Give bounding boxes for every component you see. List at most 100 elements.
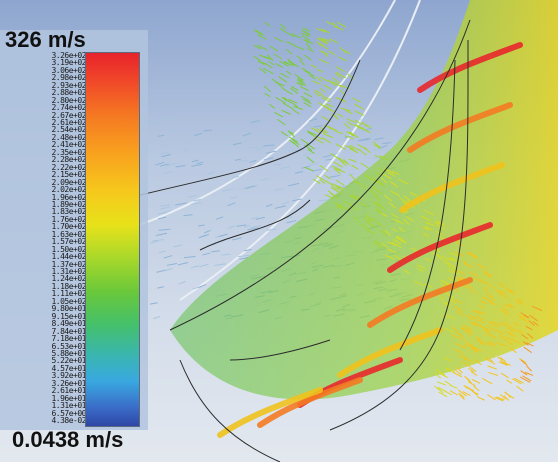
vector-glyph (319, 58, 329, 64)
colorbar-tick-label: 1.50e+02 (51, 245, 86, 254)
vector-glyph (299, 86, 309, 91)
vector-glyph (380, 212, 388, 217)
vector-glyph (381, 242, 389, 248)
vector-glyph (214, 263, 226, 267)
vector-glyph (353, 216, 361, 223)
colorbar-tick-label: 1.31e+02 (51, 267, 86, 276)
vector-glyph (164, 267, 173, 272)
vector-glyph (324, 105, 332, 112)
vector-glyph (281, 109, 291, 115)
vector-glyph (478, 278, 487, 285)
vector-glyph (347, 173, 355, 176)
vector-glyph (463, 357, 474, 364)
vector-glyph (470, 367, 477, 372)
vector-glyph (358, 149, 367, 156)
vector-glyph (192, 198, 201, 202)
vector-glyph (329, 174, 341, 178)
colorbar-tick-label: 3.26e+02 (51, 51, 86, 60)
vector-glyph (151, 119, 160, 122)
vector-glyph (246, 146, 259, 149)
vector-glyph (306, 156, 315, 164)
vector-glyph (293, 63, 300, 68)
vector-glyph (336, 205, 343, 210)
vector-glyph (288, 182, 300, 187)
colorbar-tick-label: 2.48e+02 (51, 133, 86, 142)
vector-glyph (372, 200, 382, 206)
vector-glyph (468, 368, 475, 373)
vector-glyph (513, 322, 520, 327)
vector-glyph (155, 232, 168, 236)
vector-glyph (444, 327, 455, 334)
vector-glyph (499, 334, 506, 340)
vector-glyph (434, 385, 442, 392)
vector-glyph (398, 197, 408, 203)
colorbar-tick-label: 2.54e+02 (51, 125, 86, 134)
vector-glyph (328, 126, 338, 132)
vector-glyph (436, 369, 446, 376)
vector-glyph (520, 370, 528, 376)
vector-glyph (178, 280, 186, 285)
vector-glyph (285, 70, 292, 75)
vector-glyph (462, 361, 472, 368)
vector-glyph (191, 202, 202, 205)
vector-glyph (422, 232, 430, 238)
vector-glyph (504, 322, 514, 330)
vector-glyph (468, 251, 479, 259)
vector-glyph (158, 228, 171, 231)
vector-glyph (239, 256, 249, 260)
vector-glyph (455, 310, 463, 317)
vector-glyph (347, 131, 357, 138)
vector-glyph (149, 302, 158, 305)
vector-glyph (361, 224, 370, 230)
vector-glyph (293, 106, 304, 111)
vector-glyph (464, 263, 474, 268)
vector-glyph (416, 264, 426, 269)
vector-glyph (435, 373, 442, 379)
colorbar-tick-label: 1.70e+02 (51, 222, 86, 231)
vector-glyph (348, 158, 357, 163)
vector-glyph (384, 254, 395, 260)
vector-glyph (253, 44, 262, 50)
colorbar-tick-label: 6.53e+01 (51, 342, 86, 351)
vector-glyph (484, 272, 491, 278)
vector-glyph (476, 318, 485, 324)
vector-glyph (157, 134, 165, 137)
mesh-boundary-lines (119, 19, 471, 462)
vector-glyph (274, 163, 282, 166)
vector-glyph (468, 381, 476, 387)
vector-glyph (448, 277, 458, 284)
vector-glyph (258, 60, 265, 66)
vector-glyph (373, 194, 381, 202)
vector-glyph (424, 257, 432, 262)
vector-glyph (319, 76, 330, 83)
vector-glyph (292, 198, 302, 202)
vector-glyph (425, 221, 435, 227)
vector-glyph (173, 244, 183, 248)
vector-glyph (349, 173, 356, 181)
vector-glyph (386, 241, 397, 247)
vector-glyph (466, 252, 477, 259)
vector-glyph (520, 359, 528, 366)
vector-glyph (318, 199, 329, 202)
vector-glyph (243, 248, 252, 252)
vector-glyph (311, 168, 322, 172)
vector-glyph (282, 102, 293, 110)
vector-glyph (334, 168, 346, 173)
vector-glyph (260, 177, 270, 182)
vector-glyph (287, 130, 295, 135)
blade (257, 377, 363, 428)
vector-glyph (204, 229, 211, 234)
vector-glyph (159, 163, 169, 167)
vector-glyph (368, 134, 377, 138)
vector-glyph (526, 365, 533, 372)
vector-glyph (258, 67, 267, 74)
vector-glyph (495, 289, 502, 296)
legend-min-label: 0.0438 m/s (12, 427, 124, 452)
vector-glyph (361, 121, 368, 128)
vector-glyph (263, 55, 272, 60)
vector-glyph (507, 326, 515, 333)
vector-glyph (469, 321, 477, 327)
vector-glyph (344, 109, 353, 115)
vector-glyph (328, 50, 336, 56)
